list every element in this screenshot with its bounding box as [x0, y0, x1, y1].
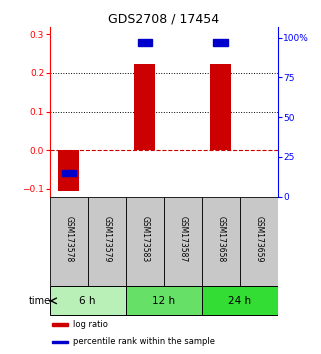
- Text: 12 h: 12 h: [152, 296, 175, 306]
- Text: GSM173659: GSM173659: [254, 216, 263, 263]
- Text: log ratio: log ratio: [73, 320, 108, 329]
- Bar: [62, 170, 76, 176]
- Text: GSM173658: GSM173658: [216, 216, 225, 262]
- Bar: [88, 196, 126, 286]
- Bar: [58, 150, 79, 191]
- Bar: [202, 196, 240, 286]
- Bar: [52, 324, 68, 326]
- Bar: [240, 196, 278, 286]
- Bar: [213, 39, 228, 46]
- Title: GDS2708 / 17454: GDS2708 / 17454: [108, 12, 219, 25]
- Bar: [137, 39, 152, 46]
- Text: 6 h: 6 h: [80, 296, 96, 306]
- Text: GSM173578: GSM173578: [64, 216, 73, 262]
- Bar: [50, 286, 126, 315]
- Bar: [52, 341, 68, 343]
- Text: time: time: [29, 296, 51, 306]
- Bar: [210, 64, 231, 150]
- Text: GSM173587: GSM173587: [178, 216, 187, 262]
- Bar: [126, 196, 164, 286]
- Text: 24 h: 24 h: [228, 296, 251, 306]
- Bar: [126, 286, 202, 315]
- Bar: [164, 196, 202, 286]
- Bar: [134, 64, 155, 150]
- Bar: [202, 286, 278, 315]
- Bar: [50, 196, 88, 286]
- Text: GSM173583: GSM173583: [140, 216, 149, 262]
- Text: percentile rank within the sample: percentile rank within the sample: [73, 337, 214, 346]
- Text: GSM173579: GSM173579: [102, 216, 111, 263]
